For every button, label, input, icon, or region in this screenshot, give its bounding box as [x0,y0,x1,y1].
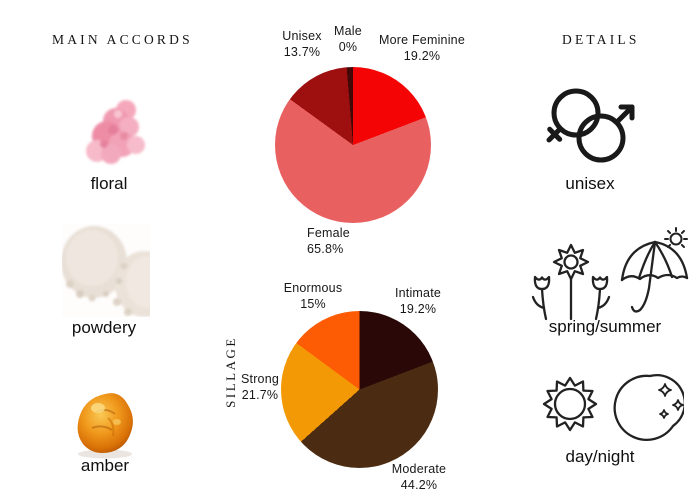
powdery-image [62,224,150,317]
slice-percent: 19.2% [399,301,437,316]
slice-name: Female [307,226,350,240]
details-heading: DETAILS [562,32,640,47]
powder-swatch-graphic [62,224,150,317]
slice-percent: 15% [300,296,326,311]
amber-resin-graphic [77,393,133,459]
detail-label-unisex: unisex [565,174,615,193]
pink-flower-graphic [86,100,145,164]
slice-name: Enormous [283,281,343,295]
gender-pie-chart [275,67,431,223]
slice-name: More Feminine [379,33,465,47]
day-night-section [532,362,684,447]
sun-moon-stars-icon [542,374,684,441]
slice-percent: 19.2% [403,48,441,63]
slice-name: Strong [240,372,280,386]
gender-slice-label-male: Male 0% [320,24,376,55]
slice-name: Male [334,24,362,38]
slice-percent: 0% [338,39,358,54]
sillage-slice-label-strong: Strong 21.7% [224,372,296,403]
slice-name: Intimate [394,286,442,300]
sillage-pie-chart [281,311,438,468]
unisex-section [540,78,640,178]
male-female-symbols-icon [546,88,635,163]
gender-slice-label-more-feminine: More Feminine 19.2% [370,33,474,64]
slice-percent: 21.7% [241,387,279,402]
accord-label-powdery: powdery [71,318,137,337]
slice-name: Moderate [391,462,447,476]
detail-label-spring-summer: spring/summer [548,317,662,336]
sillage-slice-label-intimate: Intimate 19.2% [377,286,459,317]
flowers-umbrella-sun-icon [531,227,689,321]
main-accords-heading: MAIN ACCORDS [52,32,193,47]
gender-slice-label-unisex: Unisex 13.7% [266,29,338,60]
slice-percent: 65.8% [307,241,344,256]
slice-percent: 44.2% [400,477,438,492]
detail-label-day-night: day/night [565,447,635,466]
accord-label-floral: floral [90,174,128,193]
sillage-slice-label-enormous: Enormous 15% [272,281,354,312]
spring-summer-section [528,226,692,322]
sillage-slice-label-moderate: Moderate 44.2% [377,462,461,493]
gender-slice-label-female: Female 65.8% [307,226,373,257]
slice-name: Unisex [282,29,322,43]
slice-percent: 13.7% [283,44,321,59]
accord-label-amber: amber [80,456,130,475]
floral-image [70,96,162,176]
amber-image [68,384,142,460]
